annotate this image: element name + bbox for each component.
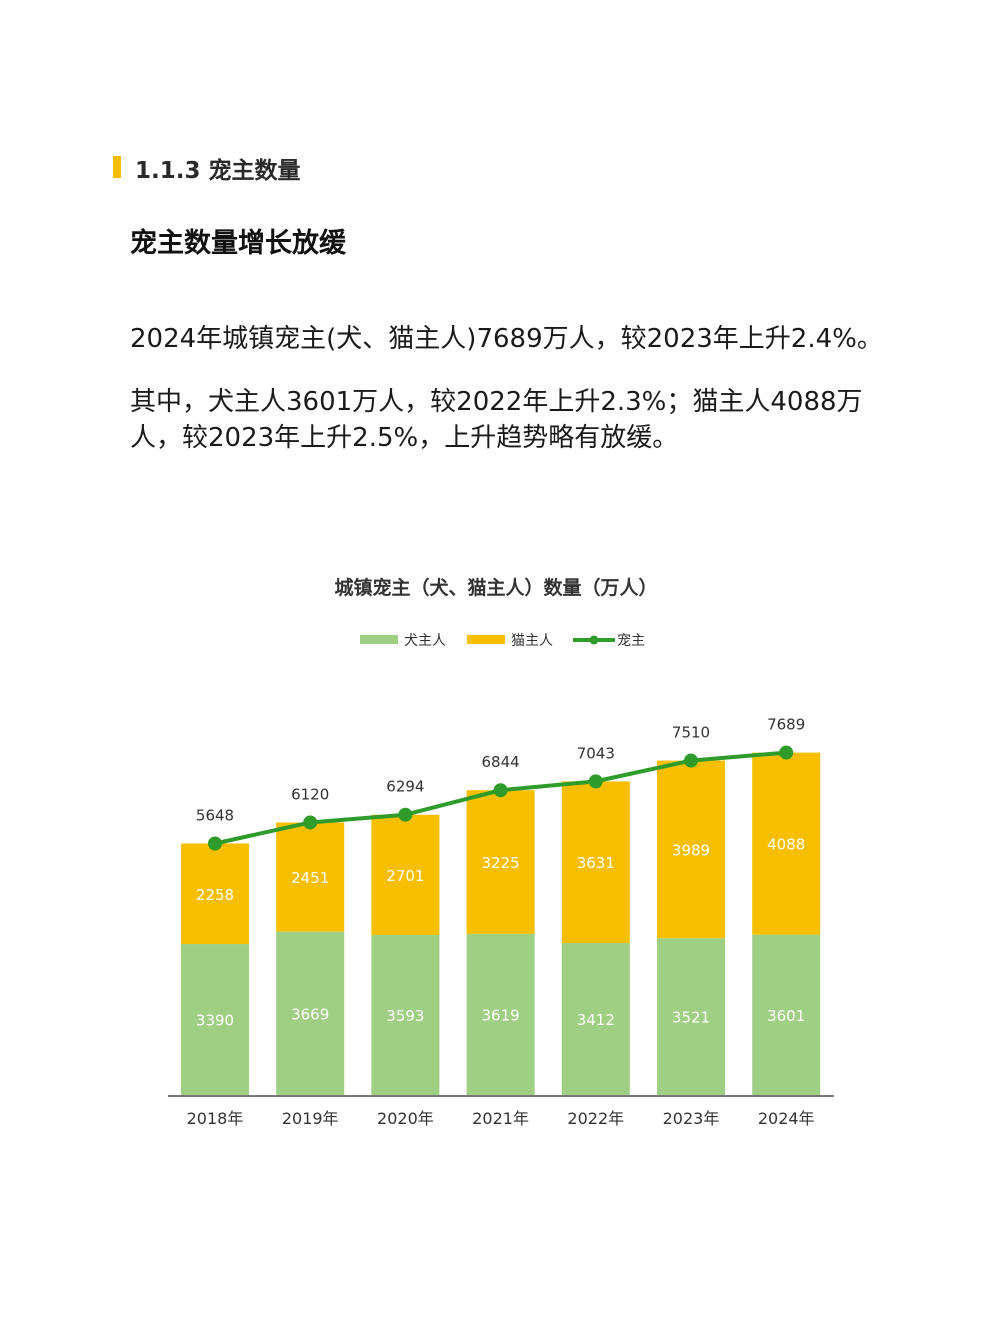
x-tick-6: 2024年 (758, 1109, 815, 1128)
chart-title: 城镇宠主（犬、猫主人）数量（万人） (334, 576, 657, 599)
bar-dog-2 (371, 935, 440, 1095)
segment-labels: 3390 2258 3669 2451 3593 2701 3619 3225 3412 3631… (196, 836, 805, 1030)
total-point-3 (493, 783, 508, 798)
label-cat-6: 4088 (767, 836, 805, 854)
chart-legend: 犬主人 猫主人 宠主 (360, 633, 645, 649)
total-point-5 (684, 753, 698, 768)
total-labels: 5648 6120 6294 6844 7043 7510 7689 (196, 716, 805, 825)
legend-label-1: 猫主人 (511, 633, 553, 649)
label-dog-2: 3593 (386, 1007, 424, 1025)
bar-dog-4 (561, 943, 630, 1095)
total-label-4: 7043 (577, 744, 615, 762)
label-dog-3: 3619 (482, 1006, 520, 1024)
bar-dog-3 (466, 933, 535, 1095)
legend-swatch-0 (360, 635, 398, 644)
total-point-6 (779, 745, 794, 760)
total-label-2: 6294 (386, 778, 424, 796)
section-title: 1.1.3 宠主数量 (135, 158, 301, 184)
legend-swatch-1 (467, 635, 505, 644)
total-point-4 (588, 774, 603, 789)
legend-label-0: 犬主人 (404, 633, 446, 649)
label-dog-0: 3390 (196, 1012, 234, 1030)
bar-cat-2 (371, 814, 440, 936)
bar-dog-0 (181, 944, 249, 1095)
x-tick-5: 2023年 (663, 1109, 720, 1128)
bar-dog-6 (752, 934, 821, 1095)
x-tick-4: 2022年 (567, 1109, 624, 1128)
label-dog-5: 3521 (672, 1009, 710, 1027)
headline: 宠主数量增长放缓 (130, 228, 346, 259)
bar-cat-5 (657, 760, 725, 939)
label-cat-2: 2701 (386, 867, 424, 885)
label-cat-4: 3631 (577, 854, 615, 872)
bar-cat-3 (466, 790, 535, 934)
x-tick-0: 2018年 (187, 1109, 244, 1128)
paragraph-summary: 2024年城镇宠主(犬、猫主人)7689万人，较2023年上升2.4%。 (130, 324, 883, 354)
total-label-6: 7689 (767, 716, 805, 734)
section-accent-bar (113, 156, 121, 178)
legend-marker-2 (589, 635, 599, 645)
total-point-1 (303, 815, 318, 830)
label-dog-6: 3601 (767, 1007, 805, 1025)
total-point-0 (208, 836, 222, 851)
x-tick-1: 2019年 (282, 1109, 339, 1128)
total-label-5: 7510 (672, 724, 710, 742)
label-cat-3: 3225 (482, 854, 520, 872)
label-cat-5: 3989 (672, 841, 710, 859)
chart-bars (181, 752, 821, 1095)
x-tick-3: 2021年 (472, 1109, 529, 1128)
total-point-2 (398, 807, 413, 822)
total-line-layer (208, 745, 794, 851)
total-label-0: 5648 (196, 806, 234, 824)
x-tick-2: 2020年 (377, 1109, 434, 1128)
bar-dog-1 (276, 931, 345, 1095)
paragraph-detail: 其中，犬主人3601万人，较2022年上升2.3%；猫主人4088万人，较202… (130, 387, 863, 453)
legend-label-2: 宠主 (617, 633, 645, 649)
bar-cat-6 (752, 752, 821, 935)
bar-cat-4 (561, 781, 630, 944)
bar-cat-0 (181, 843, 249, 945)
x-axis-ticks: 2018年 2019年 2020年 2021年 2022年 2023年 2024年 (187, 1109, 815, 1128)
total-label-1: 6120 (291, 785, 329, 803)
label-dog-1: 3669 (291, 1005, 329, 1023)
label-dog-4: 3412 (577, 1011, 615, 1029)
bar-cat-1 (276, 822, 345, 932)
label-cat-1: 2451 (291, 869, 329, 887)
bar-dog-5 (657, 938, 725, 1095)
label-cat-0: 2258 (196, 886, 234, 904)
total-label-3: 6844 (482, 753, 520, 771)
